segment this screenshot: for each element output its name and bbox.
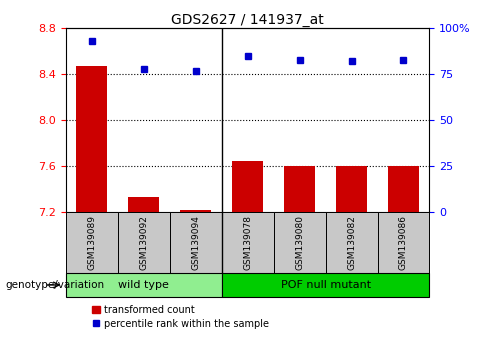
Bar: [232, 161, 263, 212]
Bar: [222, 273, 429, 297]
Bar: [76, 66, 107, 212]
Legend: transformed count, percentile rank within the sample: transformed count, percentile rank withi…: [89, 302, 272, 332]
Bar: [284, 166, 315, 212]
Bar: [378, 212, 429, 273]
Bar: [66, 212, 118, 273]
Bar: [180, 210, 211, 212]
Bar: [118, 212, 170, 273]
Text: GSM139094: GSM139094: [191, 215, 200, 270]
Text: POF null mutant: POF null mutant: [281, 280, 370, 290]
Bar: [128, 198, 160, 212]
Text: genotype/variation: genotype/variation: [5, 280, 104, 290]
Text: GSM139089: GSM139089: [87, 215, 96, 270]
Bar: [325, 212, 378, 273]
Bar: [170, 212, 222, 273]
Bar: [66, 273, 222, 297]
Text: GSM139092: GSM139092: [139, 215, 148, 270]
Bar: [388, 166, 419, 212]
Title: GDS2627 / 141937_at: GDS2627 / 141937_at: [171, 13, 324, 27]
Text: GSM139078: GSM139078: [243, 215, 252, 270]
Text: GSM139080: GSM139080: [295, 215, 304, 270]
Text: wild type: wild type: [119, 280, 169, 290]
Text: GSM139086: GSM139086: [399, 215, 408, 270]
Bar: [222, 212, 274, 273]
Bar: [336, 166, 367, 212]
Bar: [274, 212, 325, 273]
Text: GSM139082: GSM139082: [347, 215, 356, 270]
